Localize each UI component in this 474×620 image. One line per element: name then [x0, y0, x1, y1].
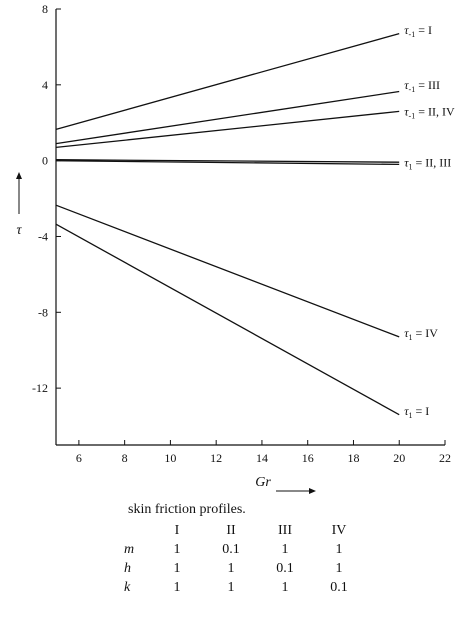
series-line: [55, 90, 400, 145]
table-corner: [118, 521, 150, 540]
table-row: k 1 1 1 0.1: [118, 578, 366, 597]
table-cell: 1: [173, 541, 181, 557]
series-line: [55, 110, 400, 149]
table-cell: 1: [281, 579, 289, 595]
table-cell: 0.1: [222, 541, 240, 557]
row-header: m: [124, 541, 135, 557]
x-tick-label: 14: [256, 451, 268, 465]
y-tick-label: -12: [32, 381, 48, 395]
x-tick-label: 10: [164, 451, 176, 465]
y-tick-label: 4: [42, 78, 48, 92]
series-label: τ1 = IV: [404, 326, 438, 342]
x-axis-title: Gr: [255, 475, 271, 490]
row-header: k: [124, 579, 131, 595]
series-label: τ1 = I: [404, 404, 429, 420]
series-line: [55, 223, 400, 416]
column-header: II: [226, 522, 236, 538]
table-cell: 1: [227, 579, 235, 595]
table-cell: 1: [173, 579, 181, 595]
x-tick-label: 20: [393, 451, 405, 465]
series-line: [55, 159, 400, 163]
table-cell: 1: [173, 560, 181, 576]
x-tick-label: 18: [347, 451, 359, 465]
series-line: [55, 32, 400, 131]
x-tick-label: 12: [210, 451, 222, 465]
table-cell: 1: [335, 560, 343, 576]
table-cell: 1: [335, 541, 343, 557]
y-tick-label: 8: [42, 2, 48, 16]
series-label: τ-1 = I: [404, 23, 432, 39]
figure-caption: skin friction profiles.: [128, 502, 246, 517]
x-tick-label: 8: [122, 451, 128, 465]
skin-friction-chart: 6 8 10 12 14 16 18 20 22 8 4 0 -4 -8 -12 τ-1 = I τ-1 = I…: [16, 2, 455, 494]
series-label: τ-1 = II, IV: [404, 104, 455, 120]
table-cell: 0.1: [330, 579, 348, 595]
table-cell: 1: [281, 541, 289, 557]
table-row: h 1 1 0.1 1: [118, 559, 366, 578]
x-tick-label: 22: [439, 451, 451, 465]
row-header: h: [124, 560, 131, 576]
column-header: I: [174, 522, 180, 538]
y-axis-arrowhead: [16, 172, 22, 179]
table-row: m 1 0.1 1 1: [118, 540, 366, 559]
y-tick-label: 0: [42, 154, 48, 168]
table-cell: 0.1: [276, 560, 294, 576]
series-label: τ-1 = III: [404, 78, 440, 94]
x-tick-label: 16: [302, 451, 314, 465]
table-cell: 1: [227, 560, 235, 576]
y-axis-title: τ: [16, 223, 22, 238]
column-header: III: [278, 522, 292, 538]
parameter-table: I II III IV m 1 0.1 1 1 h 1 1 0.1 1 k 1 …: [118, 521, 366, 597]
y-tick-label: -4: [38, 229, 48, 243]
column-header: IV: [331, 522, 347, 538]
table-header-row: I II III IV: [118, 521, 366, 540]
series-label: τ1 = II, III: [404, 156, 451, 172]
series-line: [55, 204, 400, 338]
x-tick-label: 6: [76, 451, 82, 465]
series-line: [55, 160, 400, 166]
x-axis-arrowhead: [309, 488, 316, 494]
y-tick-label: -8: [38, 305, 48, 319]
